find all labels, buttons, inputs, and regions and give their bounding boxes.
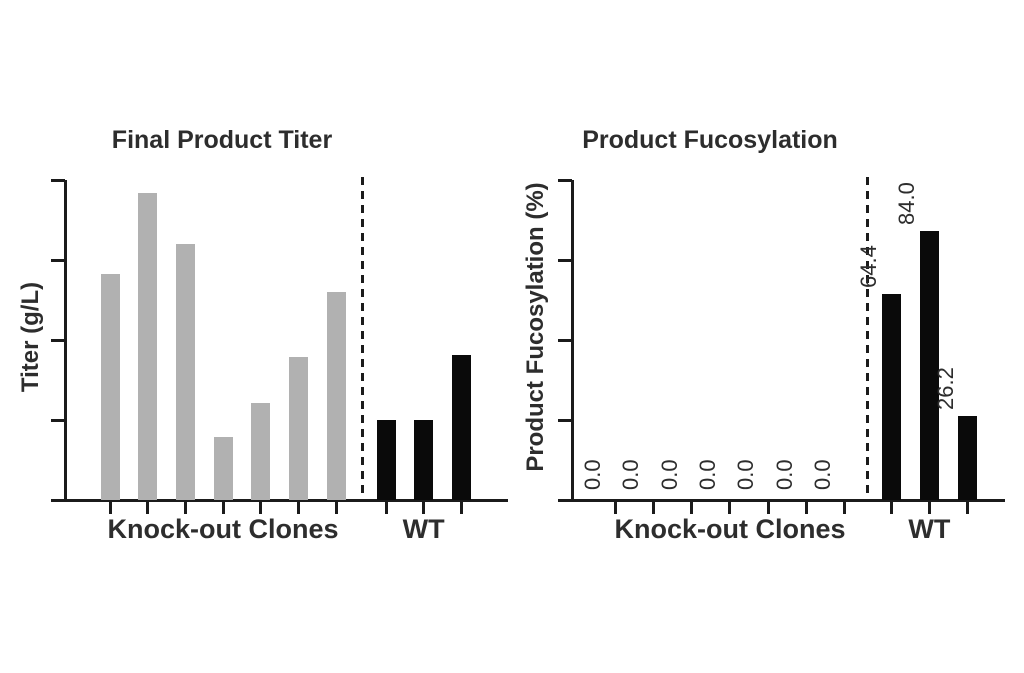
x-group-label-wt: WT (402, 514, 445, 544)
bar-value-label: 0.0 (809, 459, 835, 490)
y-tick (51, 498, 65, 502)
x-tick (613, 501, 617, 514)
knock-out-clones-bar-1 (100, 273, 120, 500)
x-tick (690, 501, 694, 514)
x-tick (384, 501, 388, 514)
x-tick (334, 501, 338, 514)
knock-out-clones-bar-3 (175, 244, 195, 500)
y-tick (558, 498, 572, 502)
wt-bar-3 (958, 416, 978, 500)
x-group-label-knock-out-clones: Knock-out Clones (614, 514, 846, 544)
bar-value-label: 0.0 (733, 459, 759, 490)
x-axis-line (63, 498, 508, 502)
y-tick (558, 418, 572, 422)
knock-out-clones-bar-7 (326, 292, 346, 500)
x-tick (966, 501, 970, 514)
x-tick (651, 501, 655, 514)
x-tick (221, 501, 225, 514)
x-tick (259, 501, 263, 514)
chart-title: Product Fucosylation (582, 126, 838, 154)
y-tick (558, 258, 572, 262)
x-tick (728, 501, 732, 514)
x-tick (108, 501, 112, 514)
knock-out-clones-bar-2 (138, 192, 158, 500)
wt-bar-3 (451, 355, 471, 500)
x-axis-line (570, 498, 1005, 502)
bar-value-label: 26.2 (932, 367, 958, 411)
group-separator-dashed-line (865, 177, 869, 500)
wt-bar-2 (919, 231, 939, 500)
x-group-label-knock-out-clones: Knock-out Clones (107, 514, 339, 544)
x-tick (146, 501, 150, 514)
x-tick (422, 501, 426, 514)
group-separator-dashed-line (360, 177, 364, 500)
chart-title: Final Product Titer (111, 126, 333, 154)
x-tick (889, 501, 893, 514)
x-tick (805, 501, 809, 514)
bar-value-label: 0.0 (580, 459, 605, 490)
x-tick (766, 501, 770, 514)
y-tick (51, 178, 65, 182)
y-tick (51, 338, 65, 342)
y-axis-line (570, 180, 574, 502)
bar-value-label: 84.0 (894, 182, 920, 226)
y-tick (558, 178, 572, 182)
wt-bar-2 (414, 420, 434, 500)
bar-value-label: 0.0 (771, 459, 797, 490)
bar-value-label: 0.0 (618, 459, 644, 490)
knock-out-clones-bar-6 (288, 356, 308, 500)
x-tick (459, 501, 463, 514)
wt-bar-1 (376, 420, 396, 500)
bar-value-label: 0.0 (656, 459, 682, 490)
y-tick (51, 258, 65, 262)
x-group-label-wt: WT (908, 514, 951, 544)
bar-value-label: 0.0 (694, 459, 720, 490)
knock-out-clones-bar-5 (251, 403, 271, 500)
x-tick (927, 501, 931, 514)
x-tick (296, 501, 300, 514)
y-axis-line (63, 180, 67, 502)
bar-value-label: 64.4 (856, 245, 881, 288)
y-tick (51, 418, 65, 422)
knock-out-clones-bar-4 (213, 436, 233, 500)
wt-bar-1 (881, 293, 901, 500)
y-tick (558, 338, 572, 342)
x-tick (183, 501, 187, 514)
x-tick (843, 501, 847, 514)
